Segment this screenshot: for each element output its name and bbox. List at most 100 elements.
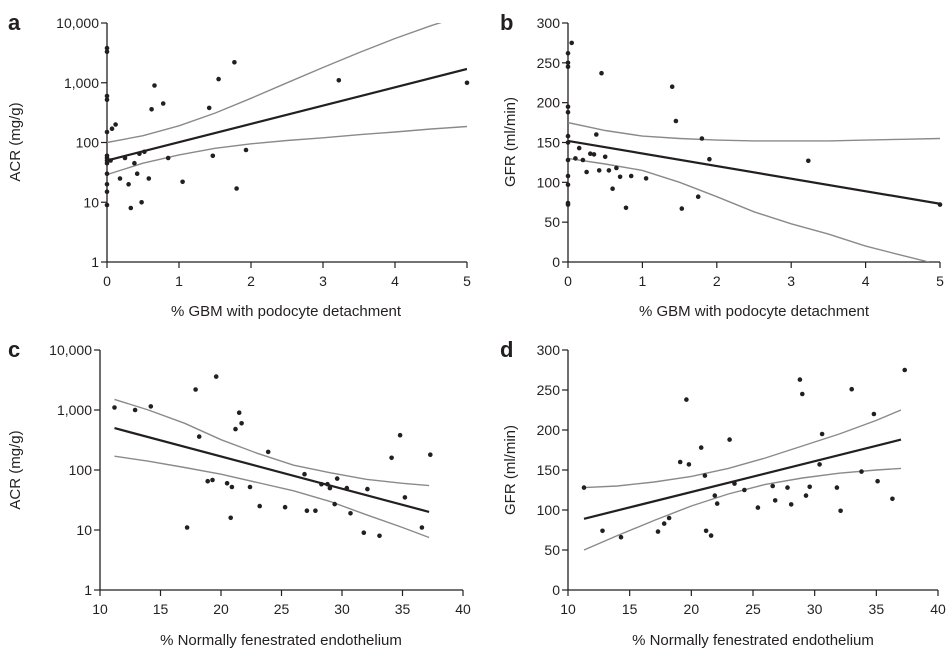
data-point [602, 154, 608, 160]
data-point [707, 156, 712, 162]
y-tick-label: 10 [83, 194, 99, 210]
y-tick-label: 300 [537, 342, 561, 358]
data-point [139, 200, 144, 205]
data-point [210, 153, 216, 159]
data-point [229, 484, 235, 490]
data-point [596, 168, 602, 173]
data-point [610, 186, 615, 191]
data-point [772, 498, 778, 503]
data-point [695, 194, 701, 199]
data-point [236, 410, 242, 416]
data-point [389, 455, 394, 461]
x-tick-label: 25 [274, 601, 290, 617]
data-point [890, 496, 895, 502]
data-point [132, 407, 138, 413]
data-point [128, 205, 134, 211]
x-axis-label: % Normally fenestrated endothelium [632, 632, 874, 649]
x-tick-label: 30 [807, 601, 823, 617]
data-point [600, 528, 605, 534]
x-tick-label: 0 [103, 273, 111, 289]
data-point [377, 533, 382, 539]
y-tick-label: 300 [537, 15, 561, 31]
data-point [628, 173, 634, 179]
ci-upper-line [114, 398, 430, 487]
regression-line [114, 427, 430, 513]
data-point [233, 426, 238, 432]
data-point [327, 485, 333, 491]
data-point [419, 525, 425, 530]
panel-letter: a [8, 10, 21, 35]
data-point [402, 495, 408, 500]
x-tick-label: 0 [564, 273, 572, 289]
data-point [565, 104, 571, 109]
data-point [104, 45, 110, 51]
y-axis-label: ACR (mg/g) [7, 102, 24, 181]
data-point [109, 126, 115, 131]
data-point [617, 174, 623, 180]
y-tick-label: 200 [537, 95, 561, 111]
x-tick-label: 10 [92, 601, 108, 617]
data-point [334, 476, 340, 481]
x-axis-label: % GBM with podocyte detachment [171, 303, 402, 320]
data-point [213, 374, 219, 379]
data-point [797, 377, 803, 382]
ci-upper-line [568, 121, 940, 142]
x-tick-label: 3 [319, 273, 327, 289]
data-point [565, 182, 571, 187]
data-point [708, 533, 714, 538]
ci-lower-line [114, 455, 430, 539]
data-point [673, 118, 679, 124]
ci-lower-line [583, 467, 902, 551]
data-point [817, 462, 822, 467]
data-point [282, 504, 288, 510]
y-tick-label: 10,000 [56, 15, 99, 31]
data-point [148, 404, 154, 409]
data-point [565, 60, 571, 66]
data-point [742, 487, 747, 493]
x-tick-label: 40 [930, 601, 946, 617]
y-tick-label: 100 [537, 502, 561, 518]
data-point [265, 449, 271, 455]
data-point [565, 133, 571, 139]
data-point [325, 481, 330, 487]
data-point [679, 206, 685, 211]
data-point [319, 481, 324, 487]
x-axis-label: % Normally fenestrated endothelium [160, 632, 402, 649]
data-point [344, 485, 350, 491]
data-point [875, 478, 880, 484]
data-point [193, 387, 198, 392]
data-point [126, 182, 131, 187]
data-point [134, 171, 140, 176]
data-point [428, 452, 433, 458]
data-point [361, 530, 367, 535]
panel-letter: b [500, 10, 513, 35]
x-tick-label: 10 [560, 601, 576, 617]
data-point [104, 189, 110, 194]
data-point [149, 107, 154, 112]
data-point [806, 158, 811, 164]
data-point [117, 176, 123, 181]
data-point [196, 434, 202, 439]
data-point [397, 432, 403, 438]
data-point [142, 149, 147, 155]
data-point [686, 462, 692, 467]
x-tick-label: 40 [455, 601, 471, 617]
data-point [584, 169, 589, 175]
data-point [606, 168, 612, 173]
data-point [573, 156, 578, 161]
y-tick-label: 10 [76, 522, 92, 538]
y-axis-label: ACR (mg/g) [7, 430, 24, 509]
y-tick-label: 100 [69, 462, 93, 478]
panel-letter: c [8, 337, 20, 362]
y-tick-label: 100 [537, 174, 561, 190]
data-point [623, 205, 629, 211]
data-point [838, 508, 843, 514]
data-point [565, 109, 571, 115]
data-point [257, 503, 263, 509]
x-tick-label: 30 [334, 601, 350, 617]
x-tick-label: 2 [713, 273, 721, 289]
data-point [712, 493, 718, 498]
data-point [239, 421, 244, 426]
